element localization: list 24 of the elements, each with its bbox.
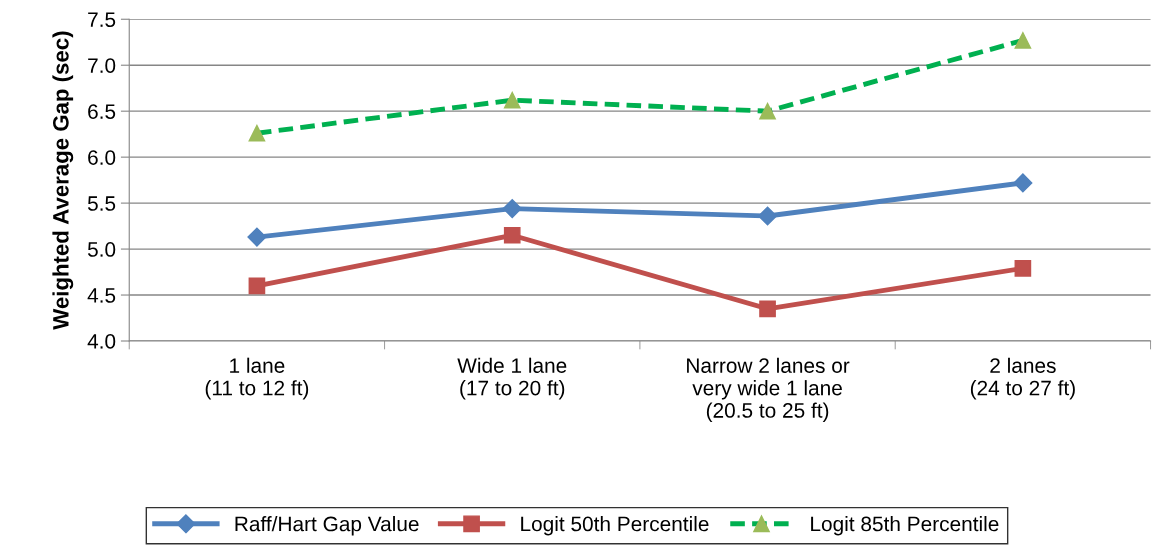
point — [759, 300, 776, 318]
x-tick-label: Wide 1 lane (17 to 20 ft) — [457, 357, 567, 400]
point — [1014, 260, 1032, 277]
y-tick-label: 7.0 — [88, 58, 116, 73]
x-tick-label: 1 lane (11 to 12 ft) — [205, 357, 309, 400]
point — [247, 227, 267, 247]
y-tick-label: 6.5 — [88, 104, 116, 119]
y-tick-label: 6.0 — [88, 150, 116, 165]
y-tick-label: 7.5 — [88, 12, 116, 27]
point — [248, 277, 266, 295]
x-tick-label: Narrow 2 lanes or very wide 1 lane (20.5 to 25 ft) — [687, 357, 850, 422]
x-tick-label: 2 lanes (24 to 27 ft) — [970, 357, 1075, 400]
y-tick-label: 5.5 — [87, 196, 116, 211]
point — [1013, 173, 1033, 193]
y-axis-title: Weighted Average Gap (sec) — [52, 31, 74, 330]
legend-label: Logit 50th Percentile — [521, 516, 709, 536]
legend-label: Raff/Hart Gap Value — [235, 516, 419, 536]
y-tick-label: 4.5 — [87, 288, 116, 303]
legend-label: Logit 85th Percentile — [811, 516, 999, 536]
point — [502, 199, 522, 219]
y-tick-label: 4.0 — [87, 334, 116, 349]
point — [758, 206, 778, 226]
y-tick-label: 5.0 — [87, 242, 116, 257]
point — [503, 226, 521, 244]
